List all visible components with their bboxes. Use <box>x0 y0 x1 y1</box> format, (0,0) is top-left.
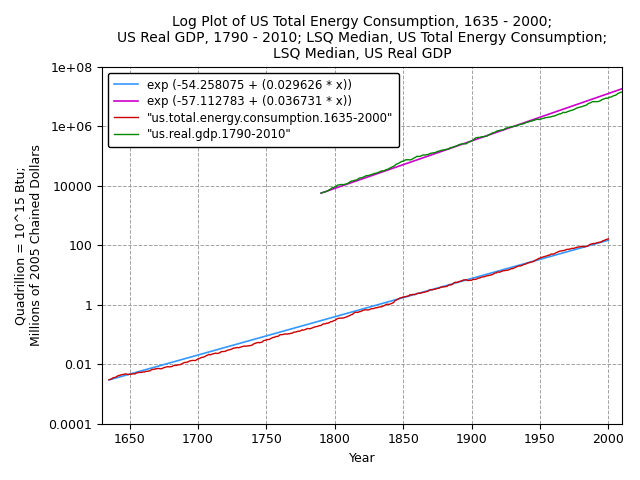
exp (-57.112783 + (0.036731 * x)) <box>611 88 619 94</box>
"us.real.gdp.1790-2010" <box>416 154 424 159</box>
Line: exp (-54.258075 + (0.029626 * x)): exp (-54.258075 + (0.029626 * x)) <box>109 240 609 380</box>
exp (-54.258075 + (0.029626 * x)) <box>593 240 600 246</box>
"us.real.gdp.1790-2010" <box>317 190 325 196</box>
"us.real.gdp.1790-2010" <box>618 89 626 95</box>
"us.total.energy.consumption.1635-2000" <box>475 275 483 281</box>
"us.real.gdp.1790-2010" <box>350 178 358 183</box>
exp (-54.258075 + (0.029626 * x)) <box>605 237 612 243</box>
exp (-57.112783 + (0.036731 * x)) <box>618 86 626 92</box>
Line: "us.total.energy.consumption.1635-2000": "us.total.energy.consumption.1635-2000" <box>109 239 609 380</box>
Line: "us.real.gdp.1790-2010": "us.real.gdp.1790-2010" <box>321 92 622 193</box>
"us.real.gdp.1790-2010" <box>490 130 497 135</box>
"us.total.energy.consumption.1635-2000" <box>208 351 216 357</box>
X-axis label: Year: Year <box>349 452 376 465</box>
exp (-54.258075 + (0.029626 * x)) <box>515 263 522 268</box>
exp (-57.112783 + (0.036731 * x)) <box>564 105 572 110</box>
"us.total.energy.consumption.1635-2000" <box>190 358 198 363</box>
"us.real.gdp.1790-2010" <box>513 123 520 129</box>
"us.total.energy.consumption.1635-2000" <box>105 377 113 383</box>
exp (-57.112783 + (0.036731 * x)) <box>460 141 468 146</box>
Line: exp (-57.112783 + (0.036731 * x)): exp (-57.112783 + (0.036731 * x)) <box>321 89 622 193</box>
exp (-54.258075 + (0.029626 * x)) <box>376 301 383 307</box>
exp (-57.112783 + (0.036731 * x)) <box>462 140 470 146</box>
"us.total.energy.consumption.1635-2000" <box>374 304 382 310</box>
exp (-54.258075 + (0.029626 * x)) <box>342 311 350 316</box>
Title: Log Plot of US Total Energy Consumption, 1635 - 2000;
US Real GDP, 1790 - 2010; : Log Plot of US Total Energy Consumption,… <box>117 15 607 61</box>
exp (-57.112783 + (0.036731 * x)) <box>497 128 504 134</box>
"us.total.energy.consumption.1635-2000" <box>447 282 455 288</box>
exp (-54.258075 + (0.029626 * x)) <box>105 377 113 383</box>
Y-axis label: Quadrillion = 10^15 Btu;
Millions of 2005 Chained Dollars: Quadrillion = 10^15 Btu; Millions of 200… <box>15 144 43 346</box>
exp (-54.258075 + (0.029626 * x)) <box>403 294 410 300</box>
exp (-57.112783 + (0.036731 * x)) <box>480 134 488 140</box>
"us.real.gdp.1790-2010" <box>467 139 474 144</box>
"us.real.gdp.1790-2010" <box>403 157 411 163</box>
"us.total.energy.consumption.1635-2000" <box>154 365 162 371</box>
Legend: exp (-54.258075 + (0.029626 * x)), exp (-57.112783 + (0.036731 * x)), "us.total.: exp (-54.258075 + (0.029626 * x)), exp (… <box>108 72 399 147</box>
"us.total.energy.consumption.1635-2000" <box>605 236 612 242</box>
exp (-54.258075 + (0.029626 * x)) <box>346 310 353 315</box>
exp (-57.112783 + (0.036731 * x)) <box>317 190 325 196</box>
